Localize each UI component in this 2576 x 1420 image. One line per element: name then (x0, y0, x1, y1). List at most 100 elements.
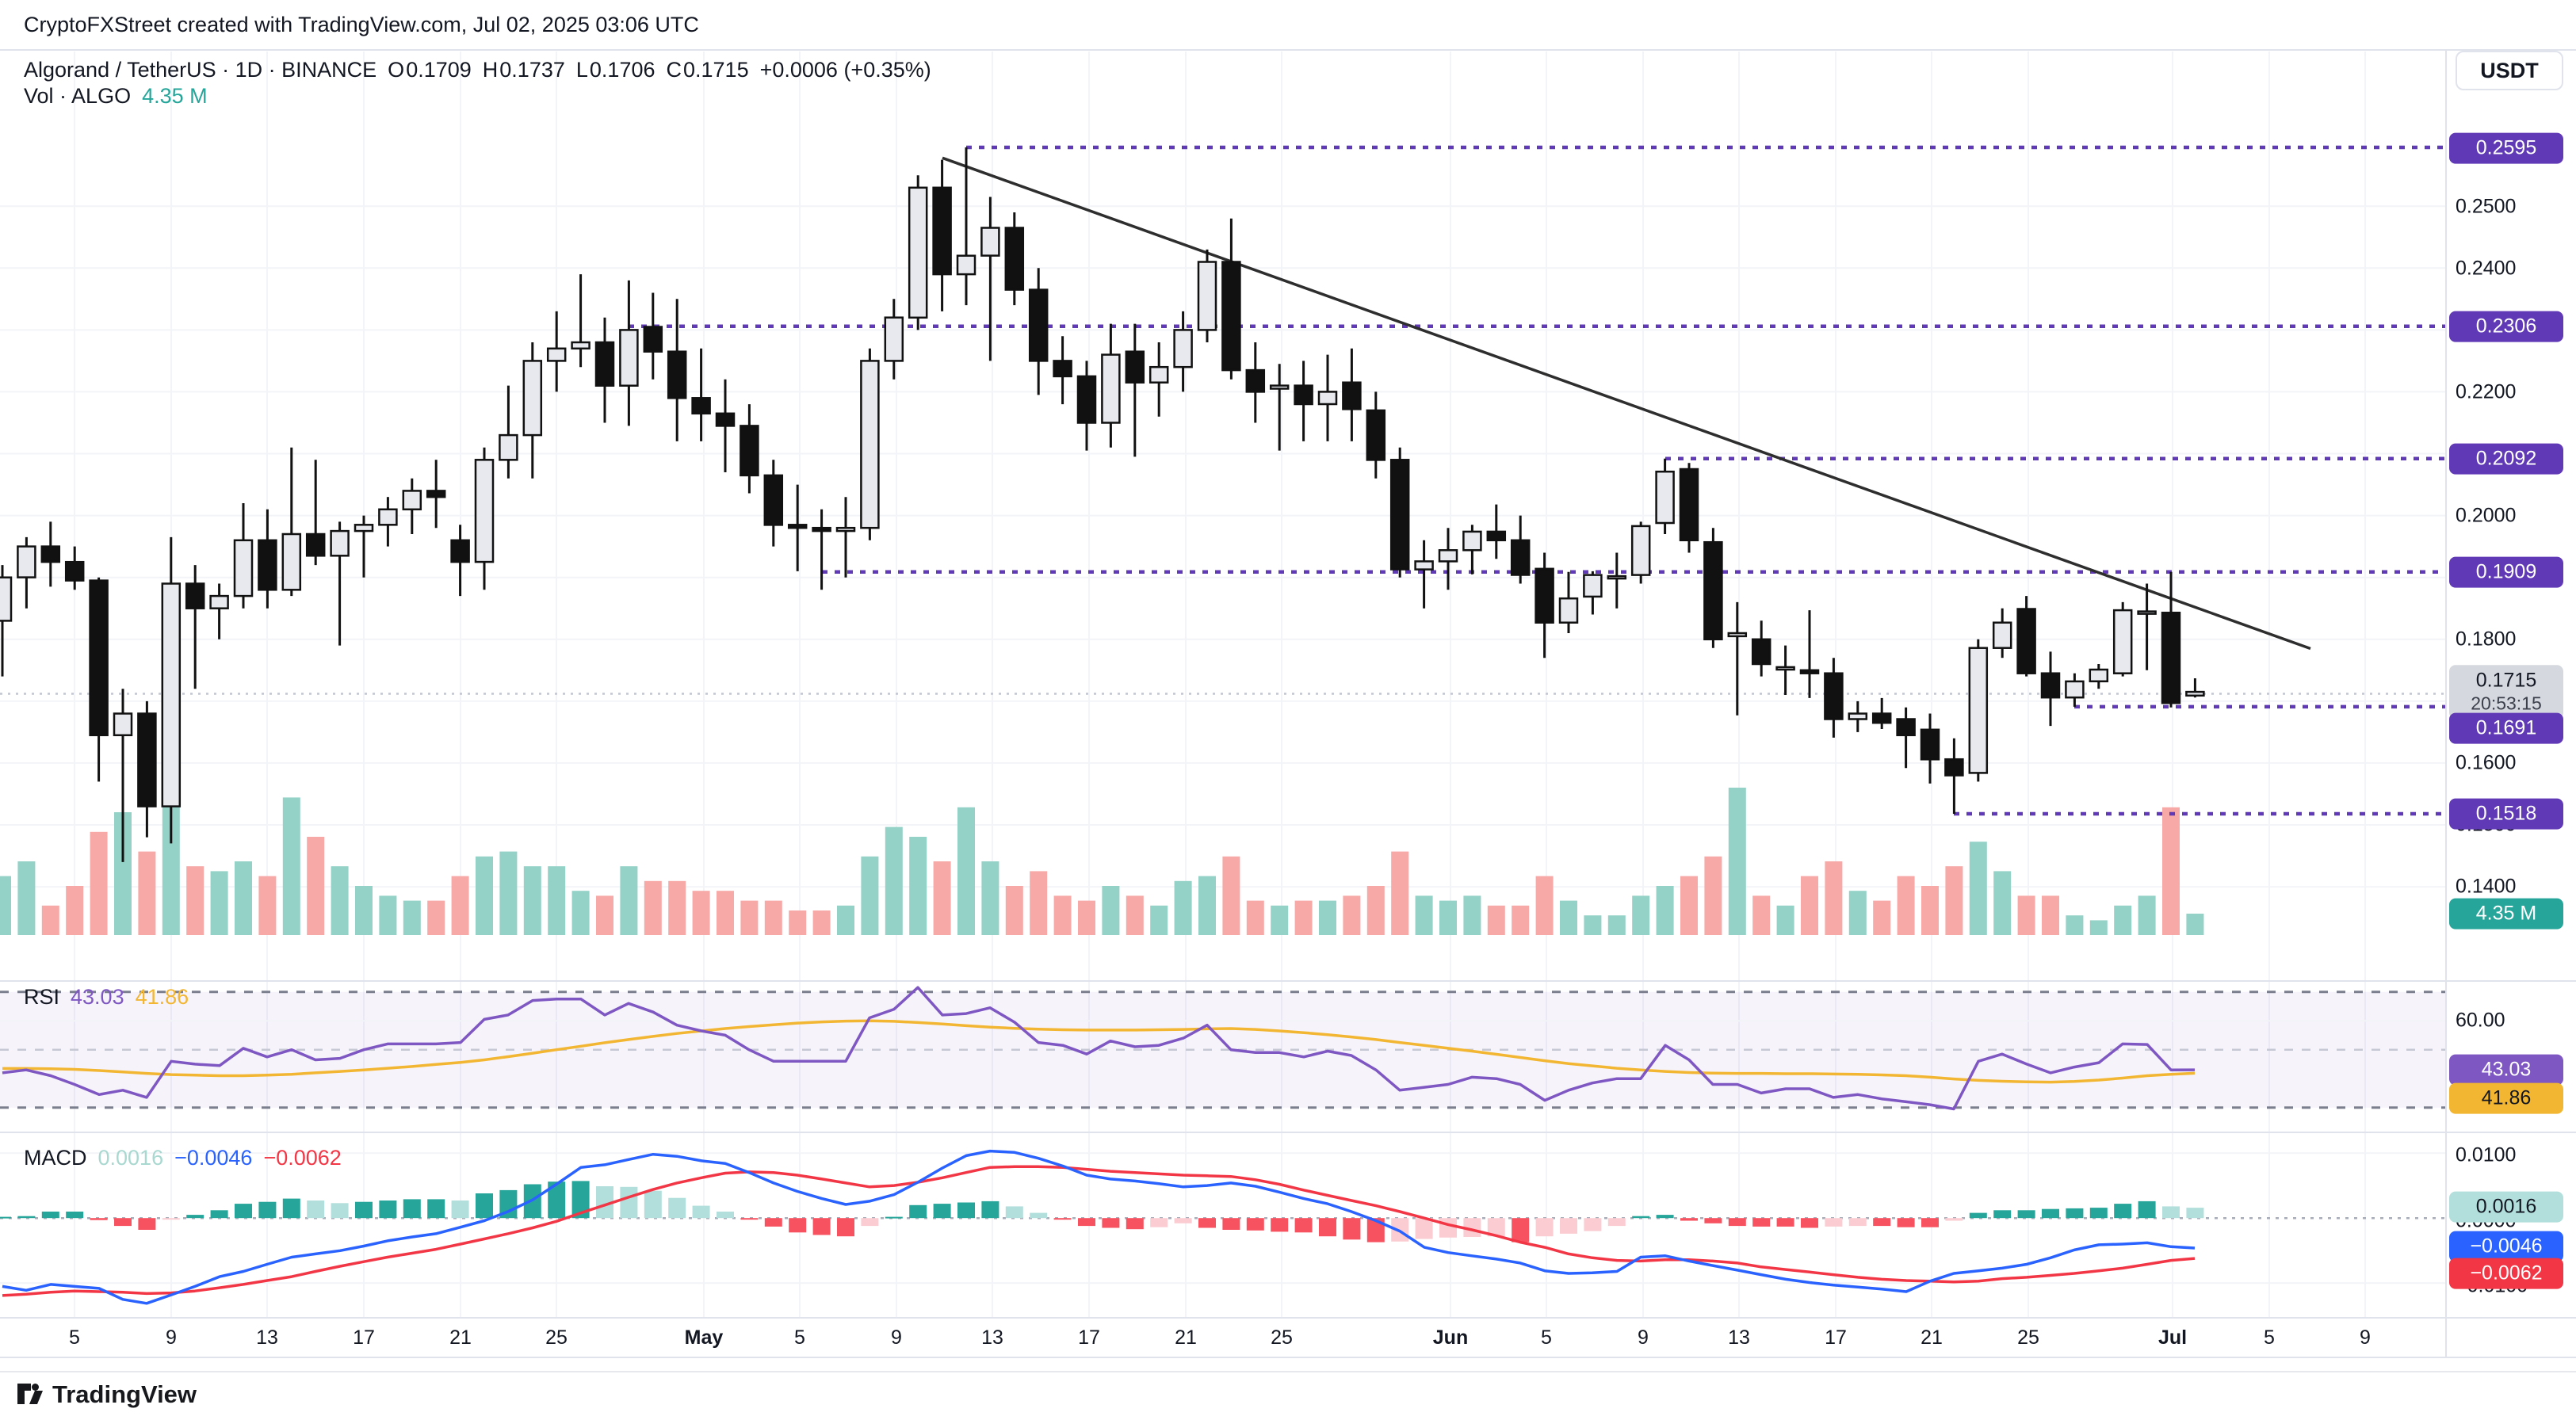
candle[interactable] (740, 425, 759, 477)
macd-hist-bar[interactable] (355, 1201, 373, 1219)
candle[interactable] (1053, 360, 1072, 378)
macd-hist-bar[interactable] (764, 1218, 782, 1227)
candle[interactable] (1028, 288, 1049, 362)
volume-bar[interactable] (1704, 856, 1722, 935)
volume-bar[interactable] (1776, 905, 1794, 935)
macd-hist-bar[interactable] (1294, 1218, 1313, 1233)
macd-hist-bar[interactable] (2042, 1208, 2059, 1219)
volume-bar[interactable] (837, 905, 854, 935)
volume-bar[interactable] (2186, 914, 2204, 935)
volume-bar[interactable] (1030, 871, 1048, 935)
candle[interactable] (474, 459, 495, 563)
macd-hist-bar[interactable] (2186, 1208, 2204, 1219)
macd-hist-bar[interactable] (596, 1186, 613, 1219)
candle[interactable] (499, 433, 518, 461)
macd-hist-bar[interactable] (1246, 1218, 1264, 1231)
candle[interactable] (2016, 608, 2036, 674)
macd-hist-bar[interactable] (957, 1202, 975, 1219)
macd-hist-bar[interactable] (571, 1181, 590, 1219)
volume-bar[interactable] (1921, 886, 1939, 935)
candle[interactable] (209, 594, 229, 609)
volume-bar[interactable] (1126, 895, 1144, 935)
volume-bar[interactable] (2042, 895, 2059, 935)
macd-hist-bar[interactable] (548, 1181, 566, 1219)
macd-hist-bar[interactable] (1102, 1218, 1120, 1228)
volume-bar[interactable] (90, 831, 108, 935)
macd-hist-bar[interactable] (620, 1186, 638, 1219)
candle[interactable] (1389, 459, 1410, 571)
candle[interactable] (378, 508, 398, 526)
macd-hist-bar[interactable] (1801, 1218, 1818, 1228)
volume-bar[interactable] (717, 891, 734, 935)
macd-hist-bar[interactable] (379, 1201, 397, 1219)
macd-hist-bar[interactable] (1319, 1218, 1336, 1237)
volume-bar[interactable] (668, 880, 686, 935)
volume-bar[interactable] (812, 910, 831, 935)
volume-bar[interactable] (1246, 900, 1264, 935)
macd-hist-bar[interactable] (1825, 1218, 1843, 1227)
macd-hist-bar[interactable] (307, 1201, 325, 1219)
candle[interactable] (835, 526, 856, 532)
volume-bar[interactable] (1366, 886, 1385, 935)
volume-bar[interactable] (1752, 895, 1771, 935)
macd-hist-bar[interactable] (0, 1216, 11, 1219)
candle[interactable] (1462, 530, 1482, 552)
candle[interactable] (546, 347, 567, 362)
candle[interactable] (667, 350, 687, 399)
candle[interactable] (812, 526, 831, 532)
macd-hist-bar[interactable] (1343, 1218, 1361, 1240)
candle[interactable] (571, 341, 590, 350)
candle[interactable] (980, 227, 1000, 257)
candle[interactable] (2137, 610, 2157, 615)
volume-bar[interactable] (596, 895, 613, 935)
macd-hist-bar[interactable] (1607, 1218, 1626, 1227)
volume-bar[interactable] (692, 891, 710, 935)
candle[interactable] (1655, 470, 1675, 525)
macd-hist-bar[interactable] (789, 1218, 807, 1233)
candle[interactable] (1607, 574, 1627, 580)
candle[interactable] (1125, 350, 1145, 384)
macd-hist-bar[interactable] (1174, 1218, 1192, 1223)
volume-bar[interactable] (1294, 900, 1313, 935)
volume-bar[interactable] (1463, 895, 1481, 935)
volume-bar[interactable] (861, 856, 879, 935)
macd-hist-bar[interactable] (1439, 1218, 1457, 1238)
volume-bar[interactable] (2114, 905, 2132, 935)
candle[interactable] (402, 490, 422, 511)
macd-hist-bar[interactable] (861, 1218, 879, 1227)
volume-bar[interactable] (2017, 895, 2035, 935)
macd-hist-bar[interactable] (258, 1201, 277, 1219)
volume-bar[interactable] (355, 886, 373, 935)
macd-hist-bar[interactable] (1271, 1218, 1289, 1232)
macd-hist-bar[interactable] (403, 1199, 421, 1219)
candle[interactable] (1366, 409, 1386, 461)
macd-hist-bar[interactable] (2066, 1208, 2084, 1219)
volume-bar[interactable] (523, 866, 541, 935)
macd-hist-bar[interactable] (933, 1204, 951, 1219)
indicator-line[interactable] (2, 1019, 2196, 1084)
volume-bar[interactable] (2089, 920, 2108, 935)
macd-hist-bar[interactable] (2089, 1208, 2108, 1219)
volume-bar[interactable] (210, 871, 228, 935)
volume-bar[interactable] (1512, 905, 1530, 935)
candle[interactable] (1799, 669, 1820, 674)
volume-bar[interactable] (1560, 900, 1577, 935)
macd-hist-bar[interactable] (1560, 1218, 1577, 1234)
volume-bar[interactable] (476, 856, 493, 935)
candle[interactable] (1221, 261, 1241, 372)
volume-bar[interactable] (885, 826, 903, 935)
candle[interactable] (1630, 525, 1651, 576)
volume-bar[interactable] (1728, 788, 1746, 935)
volume-bar[interactable] (981, 861, 999, 935)
candle[interactable] (1871, 712, 1892, 724)
volume-bar[interactable] (1993, 871, 2012, 935)
candle[interactable] (2089, 668, 2109, 683)
macd-hist-bar[interactable] (668, 1197, 686, 1219)
volume-bar[interactable] (162, 792, 180, 935)
candle[interactable] (1848, 712, 1868, 720)
candle[interactable] (1583, 574, 1603, 598)
macd-hist-bar[interactable] (41, 1212, 59, 1219)
macd-hist-bar[interactable] (1632, 1216, 1650, 1219)
macd-hist-bar[interactable] (717, 1212, 734, 1219)
indicator-line[interactable] (2, 1149, 2196, 1305)
